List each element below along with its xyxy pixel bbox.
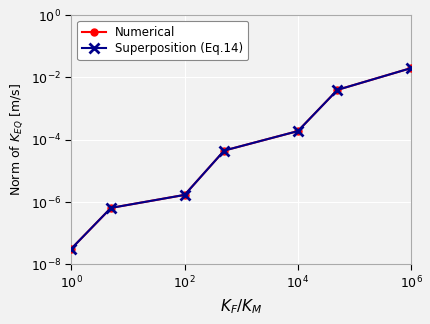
- Superposition (Eq.14): [69, 247, 74, 250]
- Line: Superposition (Eq.14): Superposition (Eq.14): [66, 63, 415, 253]
- Superposition (Eq.14): [295, 129, 300, 133]
- Numerical: [221, 149, 226, 153]
- Superposition (Eq.14): [408, 66, 413, 70]
- Superposition (Eq.14): [181, 193, 187, 197]
- Superposition (Eq.14): [334, 88, 339, 92]
- Line: Numerical: Numerical: [68, 64, 414, 252]
- Y-axis label: Norm of $K_{EQ}$ [m/s]: Norm of $K_{EQ}$ [m/s]: [8, 83, 25, 196]
- Numerical: [69, 247, 74, 250]
- Legend: Numerical, Superposition (Eq.14): Numerical, Superposition (Eq.14): [77, 21, 247, 60]
- Superposition (Eq.14): [108, 206, 113, 210]
- Numerical: [108, 206, 113, 210]
- X-axis label: $K_F/K_M$: $K_F/K_M$: [219, 297, 262, 316]
- Superposition (Eq.14): [221, 149, 226, 153]
- Numerical: [334, 88, 339, 92]
- Numerical: [295, 129, 300, 133]
- Numerical: [181, 193, 187, 197]
- Numerical: [408, 66, 413, 70]
